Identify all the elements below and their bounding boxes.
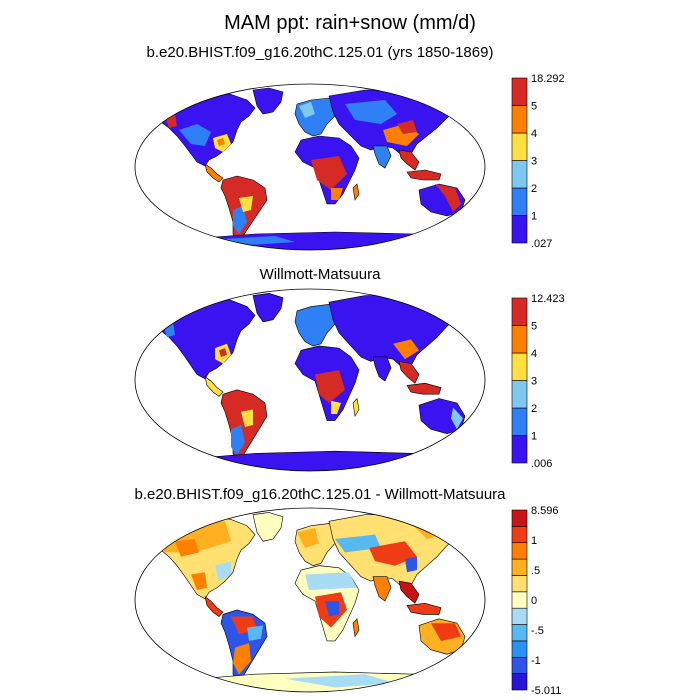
colorbar-swatch: [511, 407, 528, 436]
colorbar-label: 18.292: [531, 73, 565, 85]
colorbar-swatch: [511, 624, 528, 642]
colorbar-swatch: [511, 105, 528, 134]
map-panel-diff: [134, 507, 486, 693]
colorbar-label: 12.423: [531, 293, 565, 305]
colorbar-swatch: [511, 297, 528, 326]
colorbar-label: 2: [531, 403, 537, 415]
main-title: MAM ppt: rain+snow (mm/d): [224, 12, 476, 34]
colorbar-diff: -5.011 -1 -.5 0 .5 1 8.596: [511, 505, 561, 697]
colorbar-label: 0: [531, 595, 537, 607]
colorbar-obs: .006 1 2 3 4 5 12.423: [511, 293, 565, 470]
colorbar-label: 3: [531, 376, 537, 388]
colorbar-label: 1: [531, 431, 537, 443]
colorbar-swatch: [511, 215, 528, 244]
colorbar-swatch: [511, 526, 528, 544]
colorbar-label: 5: [531, 101, 537, 113]
colorbar-label: 5: [531, 321, 537, 333]
colorbar-swatch: [511, 325, 528, 354]
map-panel-obs: [134, 288, 486, 472]
colorbar-label: 4: [531, 348, 537, 360]
panel-title-obs: Willmott-Matsuura: [259, 266, 381, 283]
colorbar-swatch: [511, 352, 528, 381]
colorbar-swatch: [511, 187, 528, 216]
colorbar-swatch: [511, 509, 528, 527]
colorbar-label: .027: [531, 238, 552, 250]
colorbar-swatch: [511, 77, 528, 106]
colorbar-label: -.5: [531, 625, 544, 637]
colorbar-swatch: [511, 673, 528, 691]
colorbar-swatch: [511, 591, 528, 609]
colorbar-label: 2: [531, 183, 537, 195]
colorbar-label: 8.596: [531, 505, 559, 517]
colorbar-label: .006: [531, 458, 552, 470]
colorbar-swatch: [511, 558, 528, 576]
panel-title-model: b.e20.BHIST.f09_g16.20thC.125.01 (yrs 18…: [146, 44, 494, 61]
colorbar-swatch: [511, 640, 528, 658]
panel-title-diff: b.e20.BHIST.f09_g16.20thC.125.01 - Willm…: [134, 486, 506, 503]
colorbar-swatch: [511, 656, 528, 674]
colorbar-label: .5: [531, 565, 540, 577]
colorbar-swatch: [511, 132, 528, 161]
colorbar-swatch: [511, 435, 528, 464]
colorbar-swatch: [511, 575, 528, 593]
colorbar-label: 3: [531, 156, 537, 168]
colorbar-label: 1: [531, 535, 537, 547]
colorbar-model: .027 1 2 3 4 5 18.292: [511, 73, 565, 250]
colorbar-swatch: [511, 160, 528, 189]
colorbar-label: 4: [531, 128, 537, 140]
colorbar-swatch: [511, 607, 528, 625]
colorbar-label: -1: [531, 655, 541, 667]
colorbar-label: -5.011: [531, 685, 561, 697]
colorbar-swatch: [511, 542, 528, 560]
map-panel-model: [134, 83, 486, 251]
colorbar-swatch: [511, 380, 528, 409]
colorbar-label: 1: [531, 211, 537, 223]
